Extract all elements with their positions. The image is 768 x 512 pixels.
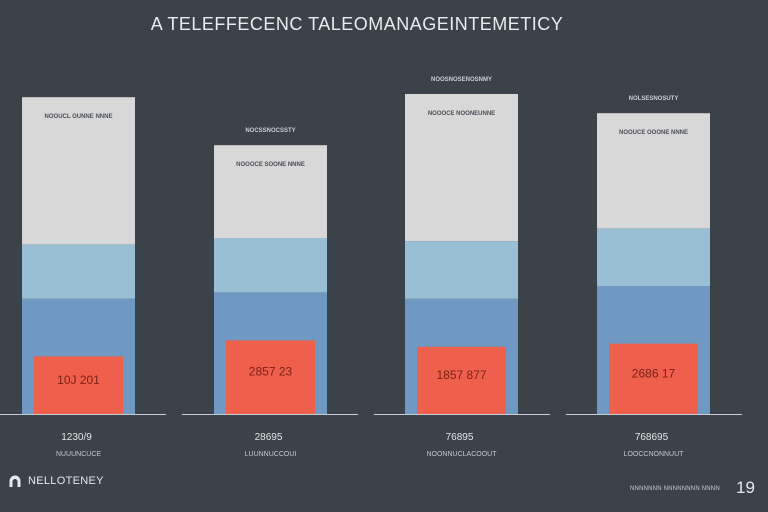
highlight-bar-2 bbox=[226, 340, 315, 414]
highlight-bar-3 bbox=[417, 346, 506, 414]
top-label-3: NOOSNOSENOSNMY bbox=[431, 77, 492, 83]
category-label-2: 28695 bbox=[255, 432, 283, 443]
brand: NELLOTENEY bbox=[8, 474, 104, 488]
bar-segment-middle-4 bbox=[597, 228, 710, 286]
bar-segment-top-4 bbox=[597, 113, 710, 229]
top-label-4: NOLSESNOSUTY bbox=[629, 96, 679, 102]
highlight-label-3: 1857 877 bbox=[436, 368, 486, 382]
category-label-3: 76895 bbox=[446, 432, 474, 443]
page-number: 19 bbox=[736, 478, 755, 497]
bar-segment-middle-2 bbox=[214, 238, 327, 293]
category-sublabel-1: NUUUNCUCE bbox=[56, 451, 101, 458]
highlight-bar-4 bbox=[609, 343, 698, 414]
bar-segment-top-2 bbox=[214, 145, 327, 238]
chart-title: A TELEFFECENC TALEOMANAGEINTEMETICY bbox=[150, 14, 564, 34]
category-label-4: 768695 bbox=[635, 432, 669, 443]
bar-segment-middle-3 bbox=[405, 241, 518, 299]
segment-label-2: NOOOCE SOONE NNNE bbox=[236, 162, 305, 168]
category-sublabel-4: LOOCCNONNUUT bbox=[624, 451, 685, 458]
bar-segment-top-3 bbox=[405, 94, 518, 242]
bar-segment-top-1 bbox=[22, 97, 135, 245]
arch-logo-icon bbox=[8, 474, 22, 488]
category-sublabel-3: NOONNUCLACOOUT bbox=[426, 451, 497, 458]
highlight-label-2: 2857 23 bbox=[249, 365, 293, 379]
highlight-bar-1 bbox=[34, 356, 123, 414]
category-label-1: 1230/9 bbox=[61, 432, 92, 443]
footer-note: NNNNNNN NNNNNNNN NNNN bbox=[630, 486, 720, 492]
segment-label-1: NOOUCL OUNNE NNNE bbox=[45, 114, 113, 120]
highlight-label-1: 10J 201 bbox=[57, 373, 100, 387]
brand-text: NELLOTENEY bbox=[28, 475, 104, 487]
bar-segment-middle-1 bbox=[22, 244, 135, 299]
top-label-2: NOCSSNOCSSTY bbox=[245, 128, 295, 134]
category-sublabel-2: LUUNNUCCOUI bbox=[245, 451, 297, 458]
segment-label-3: NOOOCE NOONEUNNE bbox=[428, 111, 495, 117]
highlight-label-4: 2686 17 bbox=[632, 366, 676, 380]
segment-label-4: NOOUCE OOONE NNNE bbox=[619, 130, 688, 136]
